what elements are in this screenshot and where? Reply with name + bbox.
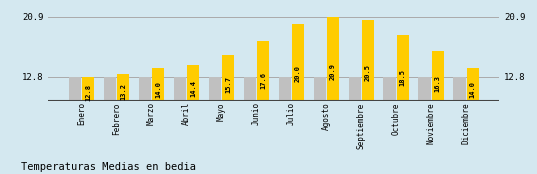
Text: 12.8: 12.8 (85, 84, 91, 101)
Bar (244, 77, 256, 171)
Text: 20.0: 20.0 (295, 65, 301, 82)
Bar (173, 77, 186, 171)
Bar (222, 55, 234, 171)
Bar (82, 77, 95, 171)
Bar (257, 41, 269, 171)
Text: 20.9: 20.9 (330, 63, 336, 80)
Text: 16.3: 16.3 (435, 75, 441, 92)
Text: 14.0: 14.0 (155, 81, 161, 98)
Bar (117, 74, 129, 171)
Bar (383, 77, 396, 171)
Bar (362, 20, 374, 171)
Text: Temperaturas Medias en bedia: Temperaturas Medias en bedia (21, 162, 197, 172)
Text: 18.5: 18.5 (400, 69, 406, 86)
Text: 15.7: 15.7 (225, 76, 231, 93)
Bar (187, 65, 199, 171)
Bar (104, 77, 116, 171)
Bar (279, 77, 291, 171)
Text: 14.4: 14.4 (190, 80, 196, 97)
Bar (453, 77, 466, 171)
Bar (69, 77, 81, 171)
Bar (418, 77, 431, 171)
Text: 14.0: 14.0 (470, 81, 476, 98)
Bar (467, 68, 479, 171)
Bar (152, 68, 164, 171)
Bar (314, 77, 326, 171)
Bar (397, 35, 409, 171)
Bar (209, 77, 221, 171)
Text: 17.6: 17.6 (260, 72, 266, 89)
Bar (349, 77, 361, 171)
Bar (139, 77, 151, 171)
Bar (432, 51, 444, 171)
Bar (327, 17, 339, 171)
Text: 20.5: 20.5 (365, 64, 371, 81)
Text: 13.2: 13.2 (120, 83, 126, 100)
Bar (292, 24, 304, 171)
